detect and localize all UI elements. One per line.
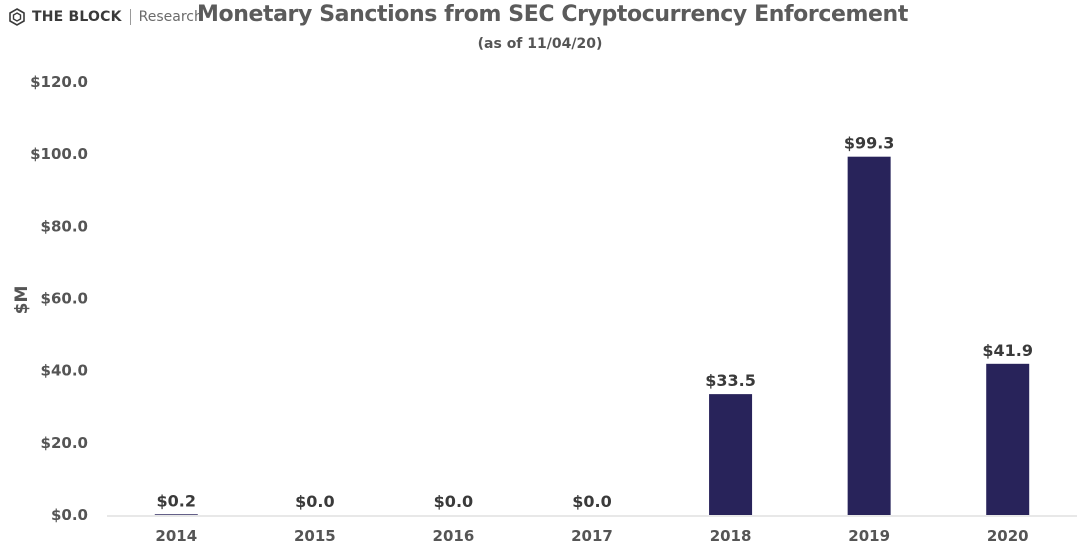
brand-divider <box>129 9 131 25</box>
data-label-2020: $41.9 <box>982 341 1033 360</box>
x-axis-ticks: 2014 2015 2016 2017 2018 2019 2020 <box>155 527 1028 545</box>
bar-2019 <box>847 156 891 515</box>
bars <box>154 156 1030 515</box>
y-axis-ticks: $0.0 $20.0 $40.0 $60.0 $80.0 $100.0 $120.0 <box>30 73 88 524</box>
x-tick-label-2019: 2019 <box>848 527 890 545</box>
x-tick-label-2018: 2018 <box>710 527 752 545</box>
y-tick-label: $80.0 <box>41 217 88 235</box>
x-tick-label-2016: 2016 <box>433 527 475 545</box>
bar-2018 <box>709 394 753 515</box>
the-block-cube-icon <box>9 8 25 26</box>
data-label-2017: $0.0 <box>572 492 611 511</box>
x-tick-label-2015: 2015 <box>294 527 336 545</box>
y-tick-label: $100.0 <box>30 145 88 163</box>
x-tick-label-2017: 2017 <box>571 527 613 545</box>
bar-2014 <box>154 514 198 515</box>
x-tick-label-2014: 2014 <box>155 527 197 545</box>
brand-subtitle: Research <box>138 9 203 25</box>
bar-2020 <box>986 363 1030 515</box>
y-tick-label: $120.0 <box>30 73 88 91</box>
y-tick-label: $0.0 <box>51 506 88 524</box>
brand: THE BLOCK Research <box>8 6 203 28</box>
data-label-2018: $33.5 <box>705 371 756 390</box>
data-label-2014: $0.2 <box>157 491 196 510</box>
data-label-2015: $0.0 <box>295 492 334 511</box>
y-tick-label: $60.0 <box>41 290 88 308</box>
data-labels: $0.2 $0.0 $0.0 $0.0 $33.5 $99.3 $41.9 <box>157 134 1033 511</box>
x-tick-label-2020: 2020 <box>987 527 1029 545</box>
y-tick-label: $20.0 <box>41 434 88 452</box>
data-label-2019: $99.3 <box>844 134 895 153</box>
data-label-2016: $0.0 <box>434 492 473 511</box>
chart-title: Monetary Sanctions from SEC Cryptocurren… <box>197 2 908 27</box>
chart-subtitle: (as of 11/04/20) <box>477 36 603 52</box>
y-tick-label: $40.0 <box>41 362 88 380</box>
brand-name: THE BLOCK <box>32 9 122 25</box>
